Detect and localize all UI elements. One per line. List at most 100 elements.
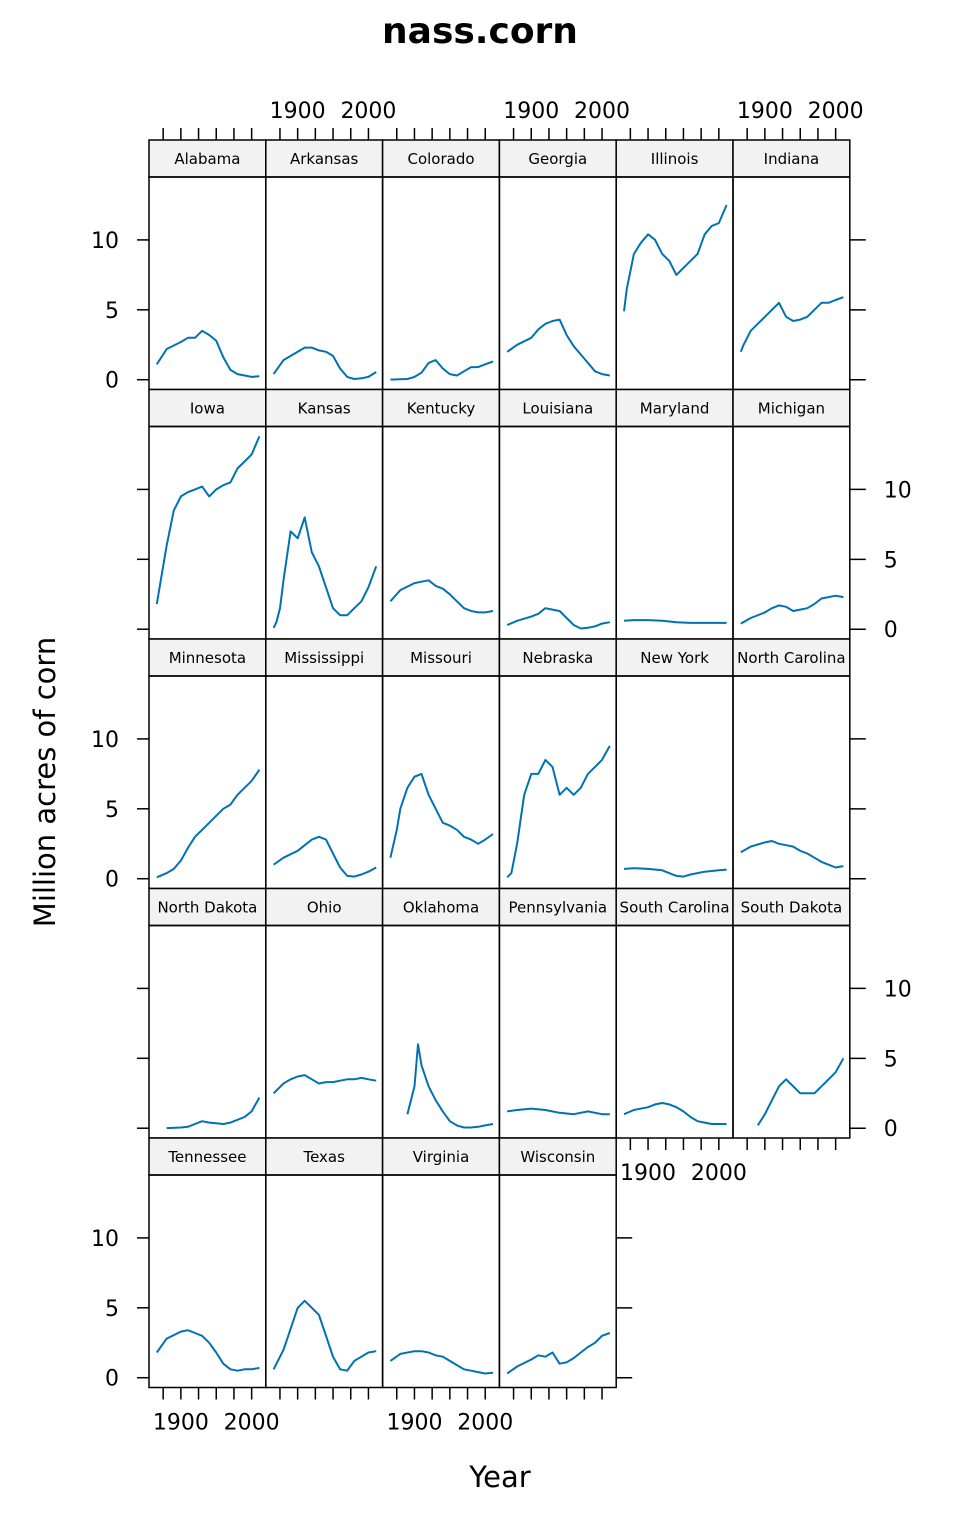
panel-ohio: Ohio [265, 887, 384, 1139]
x-tick-label-top: 1900 [737, 99, 793, 124]
panel-south-dakota: South Dakota [732, 887, 851, 1139]
y-tick-label-right: 5 [884, 548, 898, 573]
series-line-iowa [155, 435, 261, 605]
strip-label: Texas [302, 1148, 345, 1166]
strip-label: Ohio [307, 899, 342, 917]
strip-label: Missouri [410, 649, 472, 667]
series-line-indiana [739, 296, 844, 353]
strip-south-dakota [732, 887, 851, 927]
panel-illinois: Illinois [615, 139, 734, 391]
panel-frame [615, 675, 734, 890]
y-tick-label-left: 5 [105, 299, 119, 324]
series-line-michigan [740, 594, 844, 625]
series-line-north-carolina [740, 840, 844, 869]
series-line-louisiana [506, 607, 610, 630]
panel-frame [148, 675, 267, 890]
y-tick-label-left: 0 [105, 868, 119, 893]
strip-arkansas [265, 139, 384, 178]
strip-indiana [732, 139, 851, 178]
panel-minnesota: Minnesota [148, 638, 267, 890]
panel-frame [148, 924, 267, 1139]
x-tick-label-bottom: 2000 [691, 1161, 747, 1186]
series-line-maryland [623, 619, 727, 624]
series-line-wisconsin [506, 1332, 611, 1375]
y-tick-label-right: 0 [884, 1117, 898, 1142]
strip-south-carolina [615, 887, 734, 927]
strip-label: Illinois [651, 150, 699, 168]
strip-label: Minnesota [169, 649, 246, 667]
strip-label: Louisiana [522, 400, 593, 418]
strip-label: Arkansas [290, 150, 359, 168]
y-axis-title: Million acres of corn [28, 637, 62, 927]
panel-north-dakota: North Dakota [148, 887, 267, 1139]
series-line-south-dakota [756, 1057, 845, 1126]
series-line-new-york [623, 867, 727, 878]
strip-kansas [265, 388, 384, 428]
panel-indiana: Indiana [732, 139, 851, 391]
x-tick-label-top: 1900 [270, 99, 326, 124]
strip-label: Virginia [413, 1148, 470, 1166]
series-line-missouri [389, 772, 494, 858]
series-line-mississippi [273, 835, 377, 878]
x-tick-label-top: 2000 [808, 99, 864, 124]
series-line-virginia [389, 1350, 494, 1375]
strip-nebraska [498, 638, 617, 677]
panel-south-carolina: South Carolina [615, 887, 734, 1139]
strip-pennsylvania [498, 887, 617, 927]
strip-label: North Dakota [157, 899, 257, 917]
panel-frame [498, 425, 617, 640]
y-tick-label-right: 0 [884, 618, 898, 643]
series-line-alabama [155, 329, 260, 378]
panel-arkansas: Arkansas [265, 139, 384, 391]
series-line-kentucky [389, 579, 494, 614]
y-tick-label-left: 10 [91, 229, 119, 254]
series-line-nebraska [506, 745, 611, 879]
strip-label: Georgia [528, 150, 587, 168]
strip-label: South Carolina [620, 899, 730, 917]
panel-frame [732, 675, 851, 890]
panel-kentucky: Kentucky [381, 388, 501, 640]
strip-label: Indiana [764, 150, 820, 168]
x-tick-label-bottom: 1900 [153, 1411, 209, 1436]
series-line-arkansas [272, 346, 377, 380]
strip-label: Colorado [407, 150, 474, 168]
x-tick-label-bottom: 2000 [224, 1411, 280, 1436]
panel-frame [498, 924, 617, 1139]
panel-frame [498, 675, 617, 890]
panel-frame [732, 924, 851, 1139]
panel-frame [148, 176, 267, 391]
y-tick-label-right: 10 [884, 977, 912, 1002]
series-line-illinois [623, 204, 728, 312]
panel-frame [498, 176, 617, 391]
x-tick-label-top: 2000 [340, 99, 396, 124]
panel-nebraska: Nebraska [498, 638, 617, 890]
series-line-south-carolina [623, 1102, 727, 1125]
strip-label: South Dakota [741, 899, 843, 917]
strip-missouri [381, 638, 501, 677]
panel-grid: Alabama Arkansas Colorado Georgia Illinois In… [148, 139, 851, 1389]
panel-frame [381, 924, 501, 1139]
series-line-minnesota [156, 769, 261, 879]
series-line-texas [272, 1299, 377, 1372]
panel-missouri: Missouri [381, 638, 501, 890]
panel-pennsylvania: Pennsylvania [498, 887, 617, 1139]
x-axis-title: Year [468, 1460, 530, 1494]
strip-new-york [615, 638, 734, 677]
panel-mississippi: Mississippi [265, 638, 384, 890]
panel-frame [615, 425, 734, 640]
series-line-ohio [272, 1074, 377, 1095]
series-line-pennsylvania [507, 1107, 610, 1116]
strip-label: Tennessee [167, 1148, 246, 1166]
series-line-north-dakota [166, 1097, 261, 1130]
strip-maryland [615, 388, 734, 428]
strip-label: Alabama [174, 150, 240, 168]
panel-oklahoma: Oklahoma [381, 887, 501, 1139]
panel-michigan: Michigan [732, 388, 851, 640]
panel-kansas: Kansas [265, 388, 384, 640]
y-tick-label-left: 10 [91, 1227, 119, 1252]
panel-frame [732, 176, 851, 391]
series-line-oklahoma [406, 1043, 494, 1129]
x-tick-label-top: 1900 [503, 99, 559, 124]
panel-frame [381, 176, 501, 391]
